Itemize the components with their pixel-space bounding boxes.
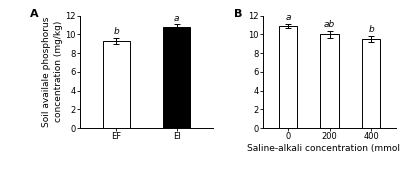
Bar [163, 27, 190, 128]
Text: b: b [368, 25, 374, 34]
Text: a: a [174, 14, 179, 23]
Text: A: A [30, 9, 38, 19]
Bar [103, 41, 130, 128]
Bar [279, 26, 298, 128]
Text: a: a [285, 13, 291, 22]
Text: b: b [113, 27, 119, 36]
Text: B: B [234, 9, 242, 19]
Y-axis label: Soil availale phosphorus
concentration (mg/kg): Soil availale phosphorus concentration (… [42, 17, 62, 127]
Text: ab: ab [324, 20, 335, 29]
X-axis label: Saline-alkali concentration (mmol/L): Saline-alkali concentration (mmol/L) [247, 144, 400, 153]
Bar [362, 39, 380, 128]
Bar [320, 34, 339, 128]
